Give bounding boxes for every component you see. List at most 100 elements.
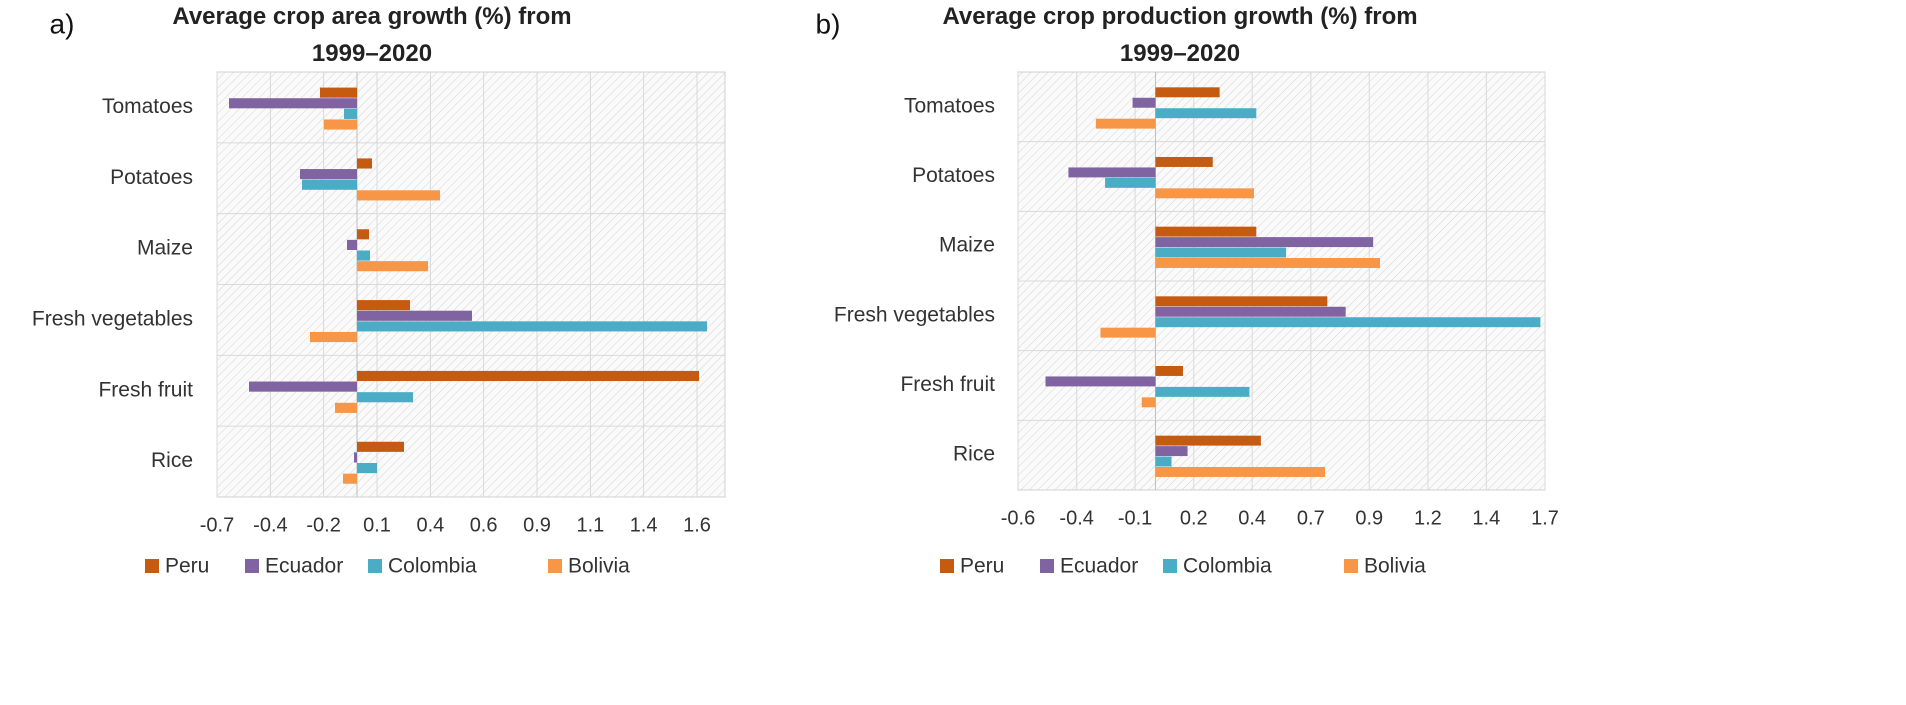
x-tick-label: 1.2	[1414, 507, 1442, 529]
bar	[310, 331, 357, 343]
x-tick-label: 1.1	[576, 514, 604, 536]
bar	[1155, 435, 1261, 446]
legend-swatch	[548, 559, 562, 573]
bar	[1100, 327, 1156, 338]
bar	[347, 239, 357, 250]
x-tick-label: 0.1	[363, 514, 391, 536]
bar	[1141, 397, 1156, 408]
legend-swatch	[145, 559, 159, 573]
category-label: Tomatoes	[904, 94, 995, 117]
x-tick-label: 1.4	[630, 514, 658, 536]
bar	[1132, 97, 1156, 108]
legend-swatch	[1163, 559, 1177, 573]
bar	[357, 158, 372, 169]
legend-swatch	[245, 559, 259, 573]
bar	[357, 250, 370, 261]
legend-label: Bolivia	[1364, 555, 1426, 578]
bar	[357, 300, 410, 311]
legend-swatch	[1040, 559, 1054, 573]
legend-label: Peru	[165, 555, 209, 578]
bar	[357, 261, 428, 272]
bar	[1068, 167, 1156, 178]
chart-title: Average crop area growth (%) from 1999–20…	[172, 3, 571, 67]
panel-label: b)	[816, 8, 841, 39]
category-label: Potatoes	[110, 166, 193, 189]
category-label: Fresh vegetables	[834, 303, 995, 326]
x-tick-label: 0.9	[1355, 507, 1383, 529]
bar	[1155, 467, 1326, 477]
bar	[1155, 237, 1374, 248]
bar	[357, 370, 699, 382]
bar	[357, 190, 440, 201]
legend-label: Colombia	[388, 555, 477, 578]
bar	[1155, 456, 1172, 467]
bar	[1045, 376, 1156, 387]
category-label: Rice	[953, 443, 995, 466]
bar	[1155, 258, 1381, 268]
x-tick-label: -0.1	[1118, 507, 1152, 529]
legend-label: Peru	[960, 555, 1004, 578]
panel-label: a)	[50, 8, 75, 39]
x-tick-label: 0.4	[416, 514, 444, 536]
legend-swatch	[1344, 559, 1358, 573]
bar	[249, 381, 357, 392]
category-label: Fresh fruit	[98, 378, 193, 401]
bar	[357, 441, 404, 452]
bar	[300, 169, 357, 180]
x-tick-label: 1.6	[683, 514, 711, 536]
bar	[1105, 177, 1156, 188]
bar	[302, 179, 357, 190]
x-tick-label: -0.7	[200, 514, 234, 536]
bar	[1155, 188, 1255, 199]
category-label: Maize	[939, 234, 995, 257]
bar	[1155, 296, 1328, 307]
bar	[1095, 118, 1156, 129]
bar	[1155, 446, 1188, 457]
bar	[1155, 156, 1213, 167]
bar	[357, 229, 369, 240]
legend-label: Ecuador	[265, 555, 343, 578]
bar	[357, 463, 377, 474]
legend-label: Ecuador	[1060, 555, 1138, 578]
x-tick-label: 0.9	[523, 514, 551, 536]
legend-label: Bolivia	[568, 555, 630, 578]
bar	[357, 392, 413, 403]
x-tick-label: 0.6	[470, 514, 498, 536]
x-tick-label: -0.2	[306, 514, 340, 536]
bar	[343, 473, 357, 484]
category-label: Rice	[151, 449, 193, 472]
bar	[229, 98, 357, 109]
x-tick-label: -0.6	[1001, 507, 1035, 529]
bar	[324, 119, 357, 130]
x-tick-label: 0.2	[1180, 507, 1208, 529]
bar	[357, 321, 707, 332]
bar	[1155, 306, 1346, 317]
legend-swatch	[940, 559, 954, 573]
bar	[344, 108, 357, 119]
bar	[1155, 108, 1257, 119]
bar	[1155, 317, 1541, 328]
bar	[357, 310, 472, 321]
x-tick-label: 1.4	[1472, 507, 1500, 529]
legend-label: Colombia	[1183, 555, 1272, 578]
category-label: Maize	[137, 237, 193, 260]
bar	[354, 452, 357, 463]
chart-title: Average crop production growth (%) from 1…	[942, 3, 1417, 67]
bar	[335, 402, 357, 413]
x-tick-label: 0.4	[1238, 507, 1266, 529]
bar	[1155, 386, 1250, 397]
bar	[1155, 226, 1257, 237]
category-label: Fresh fruit	[900, 373, 995, 396]
category-label: Tomatoes	[102, 95, 193, 118]
x-tick-label: -0.4	[253, 514, 287, 536]
bar	[1155, 365, 1183, 376]
legend-swatch	[368, 559, 382, 573]
x-tick-label: -0.4	[1059, 507, 1093, 529]
bar	[1155, 247, 1287, 258]
x-tick-label: 1.7	[1531, 507, 1559, 529]
bar	[320, 87, 357, 98]
x-tick-label: 0.7	[1297, 507, 1325, 529]
category-label: Fresh vegetables	[32, 307, 193, 330]
bar	[1155, 87, 1220, 98]
